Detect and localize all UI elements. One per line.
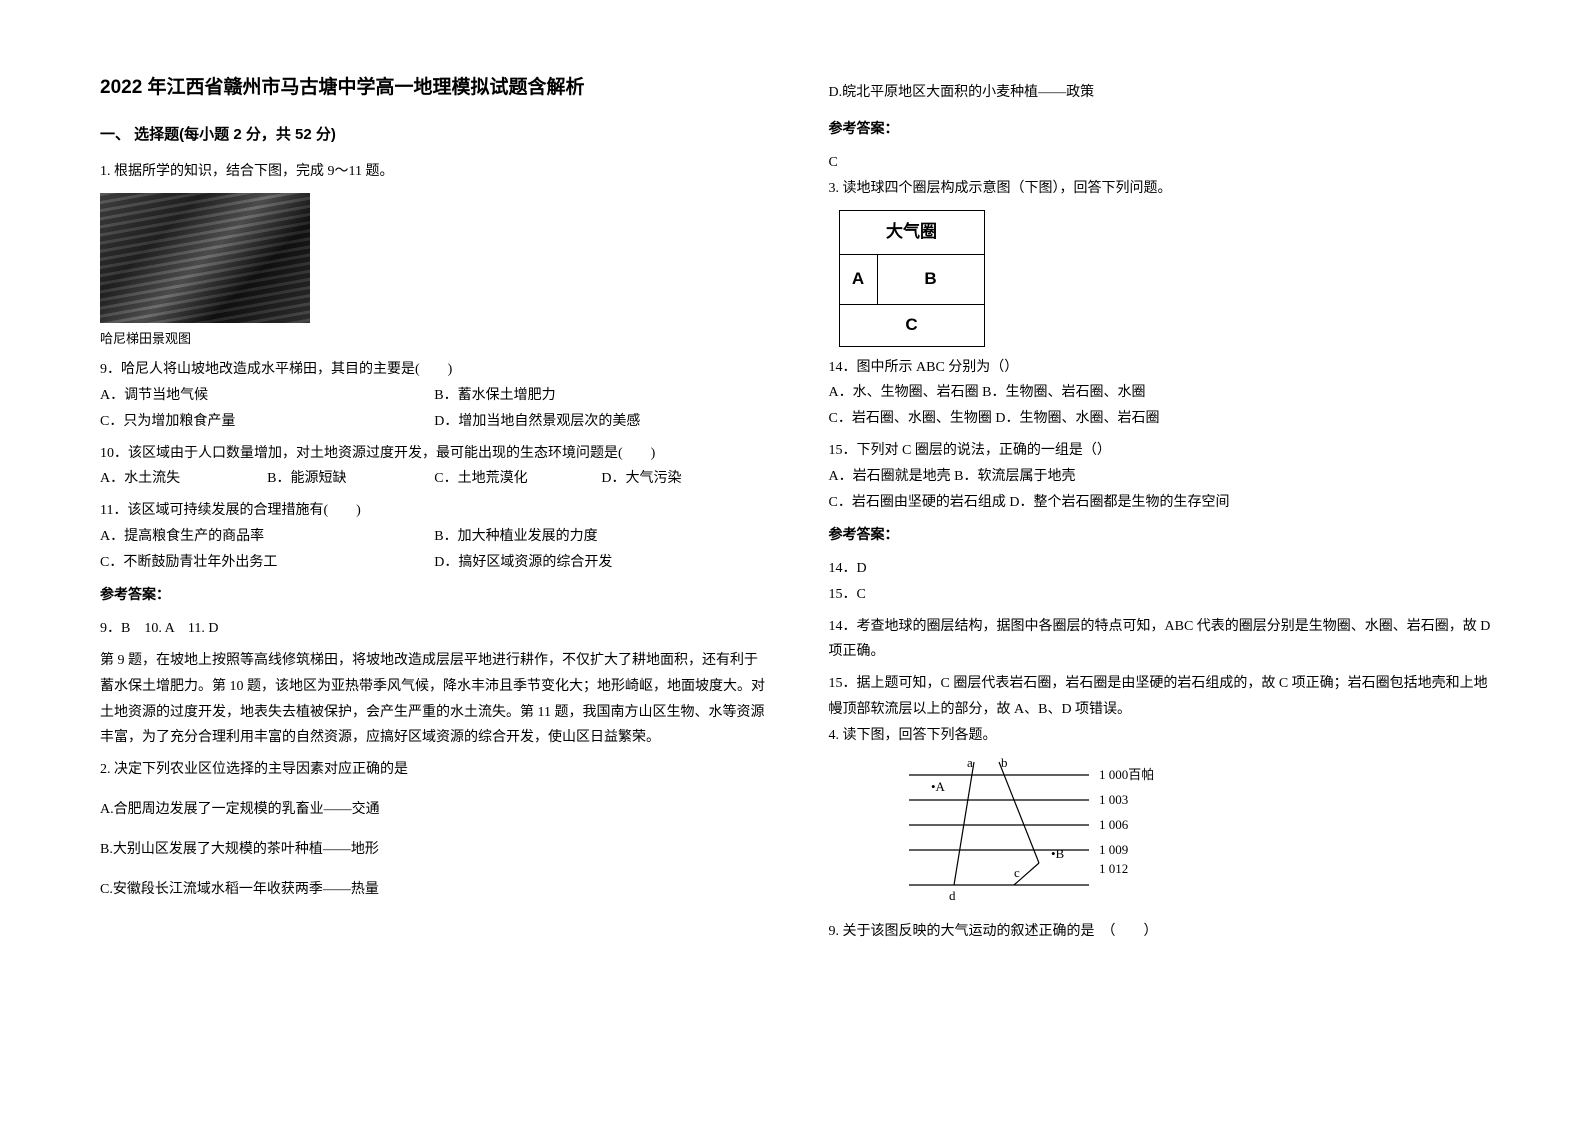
q1-10-opt-d: D．大气污染 bbox=[601, 466, 768, 492]
sphere-table: 大气圈 A B C bbox=[839, 210, 985, 347]
q2-opt-a: A.合肥周边发展了一定规模的乳畜业——交通 bbox=[100, 797, 769, 823]
page-root: 2022 年江西省赣州市马古塘中学高一地理模拟试题含解析 一、 选择题(每小题 … bbox=[100, 70, 1497, 1082]
q1-9-opt-b: B．蓄水保土增肥力 bbox=[434, 383, 768, 409]
q1-11-opt-c: C．不断鼓励青壮年外出务工 bbox=[100, 550, 434, 576]
right-column: D.皖北平原地区大面积的小麦种植——政策 参考答案： C 3. 读地球四个圈层构… bbox=[829, 70, 1498, 1082]
q2-answer-heading: 参考答案： bbox=[829, 116, 1498, 142]
q2-opt-b: B.大别山区发展了大规模的茶叶种植——地形 bbox=[100, 837, 769, 863]
q2-opt-d: D.皖北平原地区大面积的小麦种植——政策 bbox=[829, 80, 1498, 106]
q1-sub10: 10．该区域由于人口数量增加，对土地资源过度开发，最可能出现的生态环境问题是( … bbox=[100, 441, 769, 467]
q1-explanation: 第 9 题，在坡地上按照等高线修筑梯田，将坡地改造成层层平地进行耕作，不仅扩大了… bbox=[100, 648, 769, 752]
q2-opt-c: C.安徽段长江流域水稻一年收获两季——热量 bbox=[100, 877, 769, 903]
q3-ans14: 14．D bbox=[829, 556, 1498, 582]
q1-sub10-opts: A．水土流失 B．能源短缺 C．土地荒漠化 D．大气污染 bbox=[100, 466, 769, 492]
q3-ans15: 15．C bbox=[829, 582, 1498, 608]
q4-stem: 4. 读下图，回答下列各题。 bbox=[829, 723, 1498, 749]
q4-sub9: 9. 关于该图反映的大气运动的叙述正确的是 （ ） bbox=[829, 919, 1498, 945]
rl-1: 1 003 bbox=[1099, 792, 1128, 807]
q1-sub11: 11．该区域可持续发展的合理措施有( ) bbox=[100, 498, 769, 524]
sphere-diagram: 大气圈 A B C bbox=[839, 210, 1498, 347]
q2-answer: C bbox=[829, 150, 1498, 176]
q1-sub9-row2: C．只为增加粮食产量 D．增加当地自然景观层次的美感 bbox=[100, 409, 769, 435]
q1-11-opt-d: D．搞好区域资源的综合开发 bbox=[434, 550, 768, 576]
lbl-point-b: •B bbox=[1051, 846, 1065, 861]
terrace-photo bbox=[100, 193, 310, 323]
document-title: 2022 年江西省赣州市马古塘中学高一地理模拟试题含解析 bbox=[100, 70, 769, 105]
q3-sub14: 14．图中所示 ABC 分别为（） bbox=[829, 355, 1498, 381]
q1-sub11-row1: A．提高粮食生产的商品率 B．加大种植业发展的力度 bbox=[100, 524, 769, 550]
section-1-heading: 一、 选择题(每小题 2 分，共 52 分) bbox=[100, 121, 769, 149]
lbl-b: b bbox=[1001, 755, 1008, 770]
q3-stem: 3. 读地球四个圈层构成示意图（下图），回答下列问题。 bbox=[829, 176, 1498, 202]
lbl-d: d bbox=[949, 888, 956, 903]
q1-sub11-row2: C．不断鼓励青壮年外出务工 D．搞好区域资源的综合开发 bbox=[100, 550, 769, 576]
terrace-caption: 哈尼梯田景观图 bbox=[100, 327, 769, 351]
q1-11-opt-a: A．提高粮食生产的商品率 bbox=[100, 524, 434, 550]
q1-answer-keys: 9．B 10. A 11. D bbox=[100, 616, 769, 642]
q3-15-row1: A．岩石圈就是地壳 B．软流层属于地壳 bbox=[829, 464, 1498, 490]
q2-stem: 2. 决定下列农业区位选择的主导因素对应正确的是 bbox=[100, 757, 769, 783]
q1-10-opt-b: B．能源短缺 bbox=[267, 466, 434, 492]
q3-sub15: 15．下列对 C 圈层的说法，正确的一组是（） bbox=[829, 438, 1498, 464]
q1-11-opt-b: B．加大种植业发展的力度 bbox=[434, 524, 768, 550]
q1-9-opt-a: A．调节当地气候 bbox=[100, 383, 434, 409]
q1-10-opt-a: A．水土流失 bbox=[100, 466, 267, 492]
q3-answer-heading: 参考答案： bbox=[829, 522, 1498, 548]
rl-0: 1 000百帕 bbox=[1099, 767, 1154, 782]
cell-c: C bbox=[839, 304, 984, 346]
q1-stem: 1. 根据所学的知识，结合下图，完成 9～11 题。 bbox=[100, 159, 769, 185]
rl-3: 1 009 bbox=[1099, 842, 1128, 857]
q3-14-row2: C．岩石圈、水圈、生物圈 D．生物圈、水圈、岩石圈 bbox=[829, 406, 1498, 432]
q1-sub9-row1: A．调节当地气候 B．蓄水保土增肥力 bbox=[100, 383, 769, 409]
q1-answer-heading: 参考答案： bbox=[100, 582, 769, 608]
q3-exp14: 14．考查地球的圈层结构，据图中各圈层的特点可知，ABC 代表的圈层分别是生物圈… bbox=[829, 614, 1498, 666]
cell-a: A bbox=[839, 254, 877, 304]
q1-10-opt-c: C．土地荒漠化 bbox=[434, 466, 601, 492]
rl-4: 1 012 bbox=[1099, 861, 1128, 876]
lbl-point-a: •A bbox=[931, 779, 946, 794]
cell-atmosphere: 大气圈 bbox=[839, 210, 984, 254]
q1-sub9: 9．哈尼人将山坡地改造成水平梯田，其目的主要是( ) bbox=[100, 357, 769, 383]
rl-2: 1 006 bbox=[1099, 817, 1129, 832]
lbl-c: c bbox=[1014, 865, 1020, 880]
q3-15-row2: C．岩石圈由坚硬的岩石组成 D．整个岩石圈都是生物的生存空间 bbox=[829, 490, 1498, 516]
isobar-diagram: a b d c •A •B 1 000百帕 1 003 1 006 1 009 … bbox=[889, 755, 1219, 905]
left-column: 2022 年江西省赣州市马古塘中学高一地理模拟试题含解析 一、 选择题(每小题 … bbox=[100, 70, 769, 1082]
q3-exp15: 15．据上题可知，C 圈层代表岩石圈，岩石圈是由坚硬的岩石组成的，故 C 项正确… bbox=[829, 671, 1498, 723]
q1-9-opt-c: C．只为增加粮食产量 bbox=[100, 409, 434, 435]
cell-b: B bbox=[877, 254, 984, 304]
lbl-a: a bbox=[967, 755, 973, 770]
q3-14-row1: A．水、生物圈、岩石圈 B．生物圈、岩石圈、水圈 bbox=[829, 380, 1498, 406]
q1-9-opt-d: D．增加当地自然景观层次的美感 bbox=[434, 409, 768, 435]
